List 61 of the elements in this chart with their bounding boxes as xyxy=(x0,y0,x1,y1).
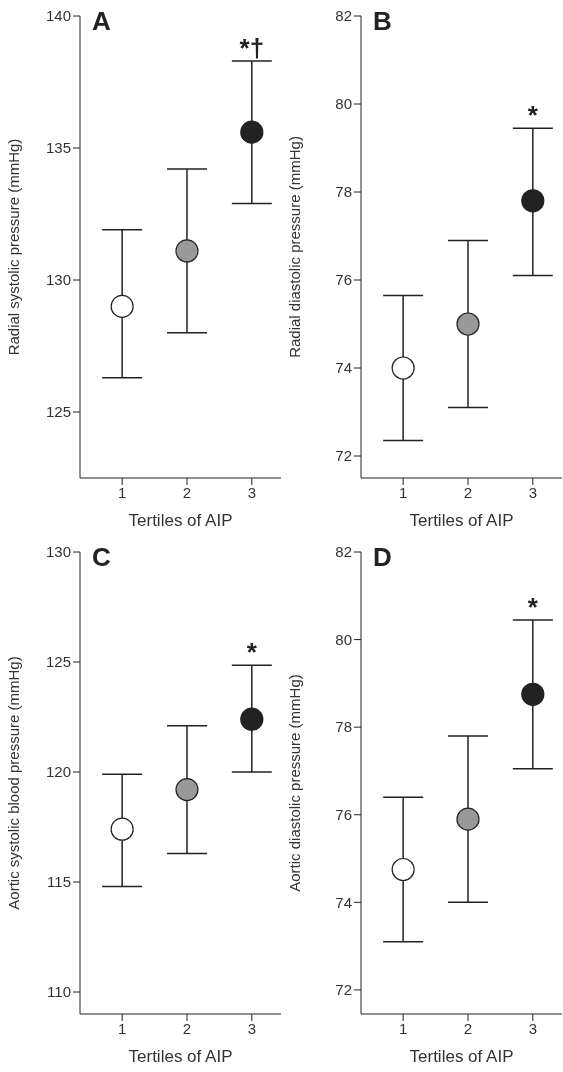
x-tick-label: 3 xyxy=(528,1019,537,1037)
x-axis-title: Tertiles of AIP xyxy=(128,1047,233,1066)
annotation: * xyxy=(246,637,258,668)
x-axis-title: Tertiles of AIP xyxy=(409,1047,514,1066)
point xyxy=(456,807,480,831)
y-tick-label: 78 xyxy=(335,183,352,201)
point xyxy=(521,682,545,706)
x-tick-label: 3 xyxy=(247,1019,256,1037)
y-tick-label: 120 xyxy=(45,763,71,781)
chart-title: A xyxy=(92,6,111,37)
y-tick-label: 80 xyxy=(335,95,352,113)
y-tick-label: 130 xyxy=(45,543,71,561)
annotation: * xyxy=(527,591,539,622)
y-tick-label: 72 xyxy=(335,981,352,999)
y-tick-label: 110 xyxy=(47,983,71,1001)
chart-title: D xyxy=(373,542,392,573)
x-tick-label: 2 xyxy=(182,1019,192,1037)
x-tick-label: 2 xyxy=(182,483,192,501)
point xyxy=(175,239,199,263)
y-tick-label: 125 xyxy=(45,403,71,421)
chart-title: C xyxy=(92,542,111,573)
y-axis-title: Radial systolic pressure (mmHg) xyxy=(5,138,23,356)
x-tick-label: 2 xyxy=(463,1019,473,1037)
y-tick-label: 135 xyxy=(45,139,71,157)
y-tick-label: 76 xyxy=(335,806,352,824)
point xyxy=(521,189,545,213)
y-tick-label: 82 xyxy=(335,543,352,561)
annotation: *† xyxy=(239,32,265,63)
y-tick-label: 82 xyxy=(335,7,352,25)
y-tick-label: 74 xyxy=(335,359,352,377)
y-axis-title: Aortic diastolic pressure (mmHg) xyxy=(286,674,304,892)
y-axis-title: Radial diastolic pressure (mmHg) xyxy=(286,136,304,358)
chart-title: B xyxy=(373,6,392,37)
x-tick-label: 3 xyxy=(247,483,256,501)
point xyxy=(240,707,264,731)
annotation: * xyxy=(527,100,539,131)
x-tick-label: 2 xyxy=(463,483,473,501)
y-tick-label: 125 xyxy=(45,653,71,671)
point xyxy=(240,120,264,144)
x-tick-label: 1 xyxy=(398,483,408,501)
y-tick-label: 76 xyxy=(335,271,352,289)
x-tick-label: 3 xyxy=(528,483,537,501)
y-tick-label: 115 xyxy=(47,873,71,891)
y-tick-label: 140 xyxy=(45,7,71,25)
point xyxy=(391,356,415,380)
x-axis-title: Tertiles of AIP xyxy=(128,511,233,530)
y-tick-label: 80 xyxy=(335,630,352,648)
point xyxy=(175,778,199,802)
y-tick-label: 72 xyxy=(335,447,352,465)
point xyxy=(110,294,134,318)
point xyxy=(391,857,415,882)
x-tick-label: 1 xyxy=(117,1019,127,1037)
point xyxy=(110,817,134,841)
y-axis-title: Aortic systolic blood pressure (mmHg) xyxy=(5,656,23,910)
x-tick-label: 1 xyxy=(398,1019,408,1037)
y-tick-label: 130 xyxy=(45,271,71,289)
x-axis-title: Tertiles of AIP xyxy=(409,511,514,530)
point xyxy=(456,312,480,336)
y-tick-label: 78 xyxy=(335,718,352,736)
y-tick-label: 74 xyxy=(335,893,352,911)
x-tick-label: 1 xyxy=(117,483,127,501)
